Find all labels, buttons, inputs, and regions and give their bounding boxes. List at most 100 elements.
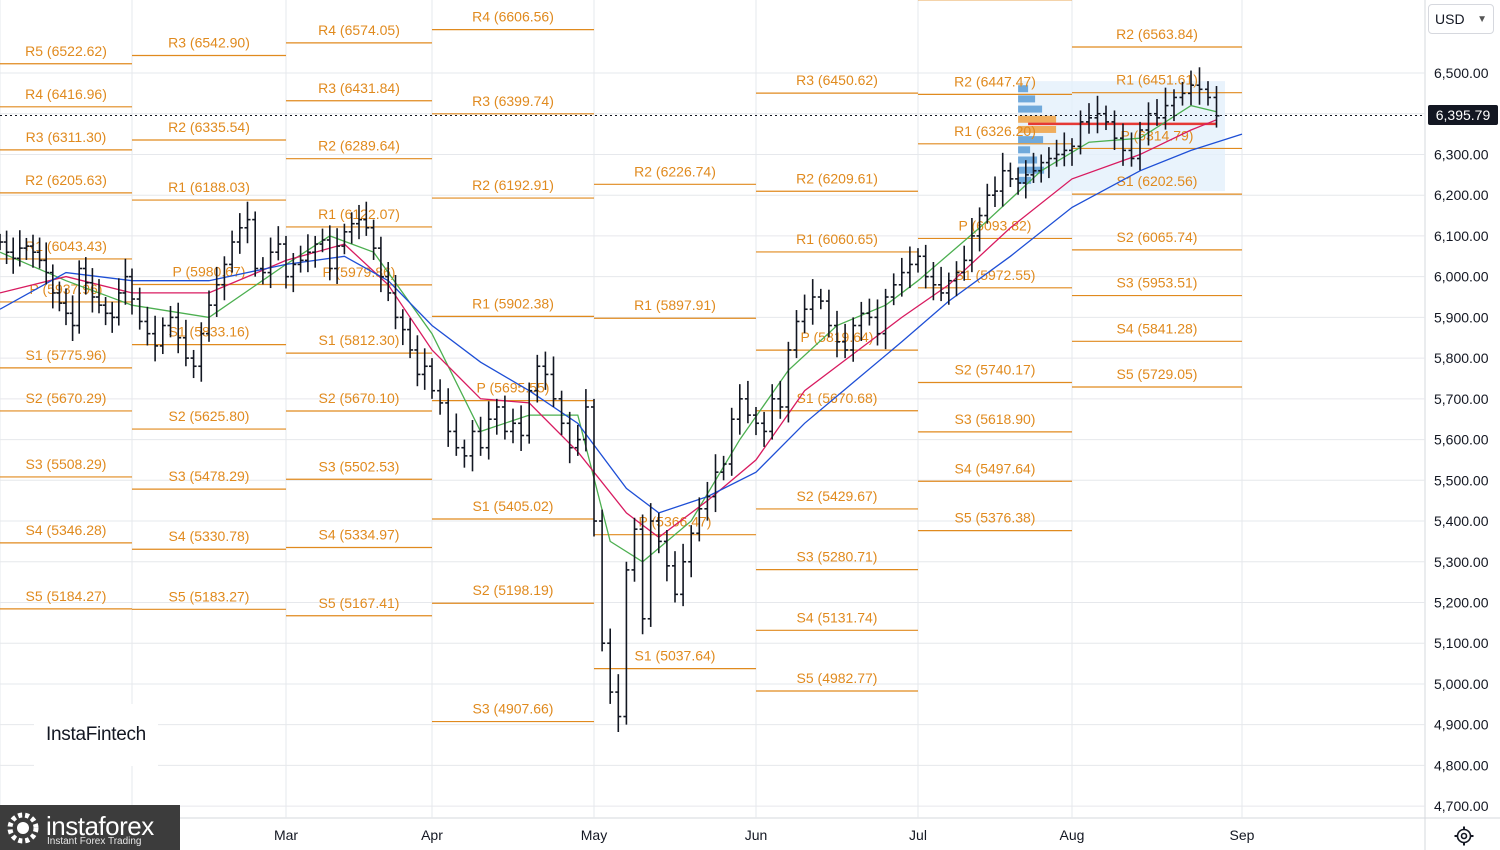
ohlc-bar [259,257,266,285]
ohlc-bar [370,219,377,260]
ohlc-bar [63,288,69,326]
ohlc-bar [858,301,865,342]
settings-gear-icon[interactable] [1452,824,1476,848]
ohlc-bar [591,398,597,537]
ohlc-bar [744,380,751,424]
volume-profile-bar [1018,146,1031,154]
ohlc-bar [493,398,500,435]
ohlc-bar [1061,132,1068,167]
ohlc-bar [1007,162,1014,188]
y-tick-label: 6,300.00 [1434,146,1489,162]
pivot-label-s5: S5 (5167.41) [319,595,400,611]
ohlc-bar [720,455,727,481]
pivot-label-s5: S5 (4982.77) [797,670,878,686]
ohlc-bar [341,223,348,255]
x-tick-label: Aug [1060,827,1085,843]
ohlc-bar [566,411,573,464]
ohlc-bar [421,348,428,390]
ohlc-bar [688,525,695,578]
instafintech-watermark: InstaFintech [34,704,158,766]
time-axis[interactable]: FebMarAprMayJunJulAugSep [120,827,1255,843]
pivot-label-r3: R3 (6542.90) [168,35,250,51]
ohlc-bar [221,256,228,301]
volume-profile-bar [1018,156,1038,164]
pivot-label-p: P (5980.67) [173,264,246,280]
pivot-label-s3: S3 (5953.51) [1117,275,1198,291]
ohlc-bar [647,503,654,627]
ohlc-bar [655,512,662,554]
pivot-label-r4: R4 (6574.05) [318,22,400,38]
currency-selector[interactable]: USD ▼ [1428,4,1494,34]
ohlc-bar [801,294,808,334]
ohlc-bar [953,261,960,297]
y-tick-label: 4,700.00 [1434,798,1489,814]
ohlc-bar [712,454,719,513]
volume-profile-bar [1018,166,1045,174]
ohlc-bar [3,230,10,265]
ohlc-bar [190,349,197,379]
ohlc-bar [159,317,166,355]
ohlc-bar [631,517,638,582]
volume-profile-bar [1018,136,1044,144]
pivot-label-s2: S2 (5198.19) [473,582,554,598]
ohlc-bar [304,234,311,273]
ohlc-bar [1145,102,1152,146]
price-axis[interactable]: 6,500.006,400.006,300.006,200.006,100.00… [1434,65,1489,814]
pivot-label-r2: R2 (6335.54) [168,119,250,135]
ohlc-bar [704,481,711,521]
pivot-label-r1: R1 (6060.65) [796,231,878,247]
ohlc-bar [469,420,476,472]
ohlc-bar [319,228,326,253]
pivot-label-s3: S3 (5618.90) [955,411,1036,427]
ohlc-bar [16,230,23,267]
ohlc-bar [102,297,109,326]
ohlc-bar [275,226,282,261]
pivot-label-r4: R4 (6416.96) [25,86,107,102]
pivot-label-s2: S2 (5740.17) [955,361,1036,377]
pivot-label-s4: S4 (5497.64) [955,460,1036,476]
ohlc-bar [244,201,251,244]
ohlc-bar [43,242,50,285]
pivot-label-s2: S2 (6065.74) [1117,229,1198,245]
ohlc-bar [236,213,243,254]
ohlc-bar [777,380,784,419]
instaforex-brand: instaforex Instant Forex Trading [0,805,180,850]
ohlc-bar [510,408,516,444]
ohlc-bar [785,341,792,423]
ohlc-bar [453,413,460,456]
ohlc-bar [1154,99,1160,126]
ohlc-bar [414,335,421,387]
ohlc-bar [817,288,824,310]
y-tick-label: 5,300.00 [1434,554,1489,570]
pivot-label-s4: S4 (5131.74) [797,609,878,625]
ohlc-bar [1077,110,1084,155]
ohlc-bar [437,379,444,415]
pivot-label-r2: R2 (6205.63) [25,172,107,188]
ohlc-bar [672,551,678,603]
ohlc-bars [0,67,1220,733]
ohlc-bar [429,358,435,399]
ohlc-bar [1162,87,1169,130]
ohlc-bar [392,275,399,330]
ohlc-bar [1137,121,1143,171]
pivot-label-r2: R2 (6447.47) [954,73,1036,89]
y-tick-label: 5,600.00 [1434,432,1489,448]
pivot-label-r1: R1 (6188.03) [168,179,250,195]
y-tick-label: 6,100.00 [1434,228,1489,244]
ohlc-bar [680,543,687,607]
ohlc-bar [76,260,83,334]
ohlc-bar [0,233,3,251]
pivot-label-s1: S1 (5775.96) [26,347,107,363]
ohlc-bar [129,268,135,315]
ohlc-bar [1086,103,1092,134]
y-tick-label: 5,900.00 [1434,309,1489,325]
pivot-label-s4: S4 (5334.97) [319,527,400,543]
ohlc-bar [175,302,182,354]
pivot-label-r3: R3 (6311.30) [26,129,107,145]
last-price-tag: 6,395.79 [1428,105,1498,126]
ohlc-bar [461,439,468,468]
ohlc-bar [599,509,606,652]
ohlc-bar [890,273,897,306]
ohlc-bar [144,306,151,346]
